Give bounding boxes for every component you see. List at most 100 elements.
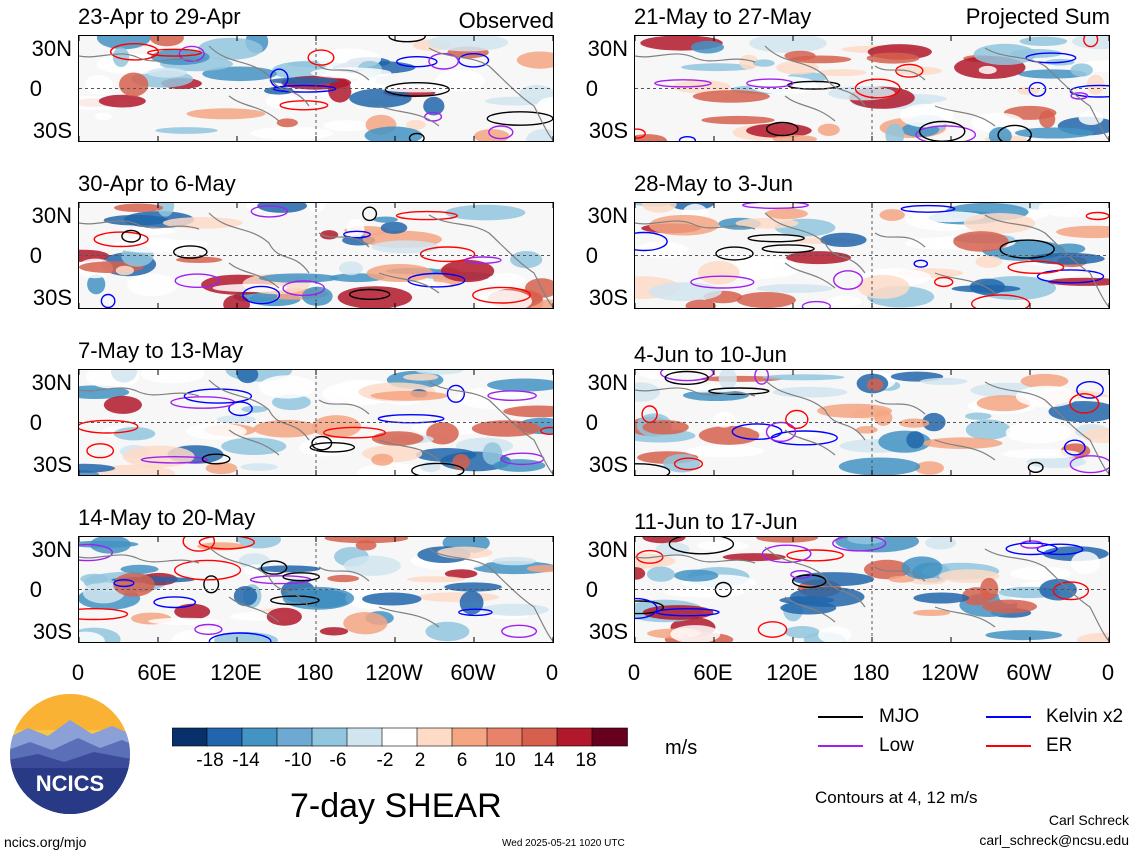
wave-contour — [1085, 211, 1109, 221]
colorbar-units: m/s — [665, 737, 698, 759]
wave-contour — [786, 549, 844, 562]
wave-contour — [201, 453, 231, 465]
shear-anomaly — [649, 214, 719, 236]
shear-anomaly — [380, 221, 408, 234]
wave-contour — [322, 426, 386, 439]
shear-anomaly — [482, 442, 503, 465]
wave-contour — [635, 463, 671, 475]
shear-anomaly — [120, 564, 159, 574]
shear-anomaly — [79, 631, 105, 642]
lon-label-180: 180 — [296, 660, 334, 685]
shear-anomaly — [857, 274, 910, 299]
panel-title-5: 21-May to 27-May — [634, 4, 812, 29]
shear-anomaly — [356, 463, 430, 475]
shear-anomaly — [1056, 225, 1109, 239]
shear-anomaly — [148, 617, 220, 625]
shear-anomaly — [735, 218, 799, 229]
shear-anomaly — [162, 217, 243, 229]
shear-anomaly — [85, 75, 113, 95]
lon-label-120e: 120E — [210, 660, 262, 685]
coastline — [228, 262, 280, 289]
shear-anomaly — [113, 427, 156, 441]
wave-contour — [1027, 461, 1044, 474]
coastline — [784, 262, 836, 289]
wave-contour — [673, 457, 704, 471]
shear-anomaly — [982, 599, 1037, 614]
shear-anomaly — [362, 592, 422, 606]
wave-contour — [690, 275, 755, 289]
shear-anomaly — [349, 88, 412, 108]
lat-label-30s: 30S — [32, 452, 72, 477]
shear-anomaly — [87, 274, 106, 295]
shear-anomaly — [670, 625, 721, 642]
lat-label-30n: 30N — [31, 537, 72, 562]
shear-anomaly — [112, 47, 130, 67]
lat-label-30n: 30N — [587, 36, 628, 61]
shear-anomaly — [310, 67, 392, 79]
shear-anomaly — [324, 537, 409, 544]
wave-contour — [765, 121, 799, 137]
lon-label-180: 180 — [852, 660, 890, 685]
shear-anomaly — [536, 97, 553, 115]
wave-contour — [153, 596, 197, 609]
shear-anomaly — [216, 415, 256, 424]
wave-contour — [311, 435, 333, 451]
wave-contour — [790, 570, 812, 580]
coastline — [378, 105, 440, 127]
wave-contour — [1083, 36, 1099, 48]
map-panel-1 — [78, 35, 554, 142]
wave-contour — [146, 48, 202, 57]
wave-contour — [747, 234, 805, 243]
wave-contour — [250, 205, 289, 218]
shear-anomaly — [685, 445, 765, 458]
wave-contour — [348, 288, 391, 301]
colorbar-tick: 14 — [533, 750, 555, 771]
shear-anomaly — [951, 284, 1021, 293]
wave-contour — [282, 572, 320, 582]
shear-anomaly — [480, 603, 549, 616]
wave-contour — [79, 543, 113, 562]
shear-anomaly — [364, 126, 423, 141]
coastline — [79, 220, 200, 230]
shear-anomaly — [1071, 551, 1100, 575]
shear-anomaly — [817, 123, 840, 136]
wave-contour — [635, 600, 665, 615]
map-panel-5 — [634, 35, 1110, 142]
shear-anomaly — [1072, 36, 1109, 50]
wave-contour — [140, 456, 209, 464]
wave-contour — [635, 597, 658, 620]
shear-anomaly — [1070, 63, 1093, 77]
site-url: ncics.org/mjo — [4, 834, 87, 850]
shear-anomaly — [988, 127, 1012, 141]
shear-anomaly — [338, 261, 363, 276]
shear-anomaly — [698, 261, 740, 285]
wave-contour — [362, 206, 378, 222]
coastline — [764, 212, 866, 274]
wave-contour — [832, 537, 887, 552]
wave-contour — [895, 63, 924, 78]
wave-contour — [635, 231, 668, 252]
wave-contour — [997, 124, 1032, 141]
shear-anomaly — [772, 134, 817, 141]
main-title: 7-day SHEAR — [290, 787, 502, 825]
colorbar-swatch — [486, 727, 523, 747]
shear-anomaly — [683, 389, 749, 401]
lat-label-eq: 0 — [585, 243, 598, 268]
shear-anomaly — [221, 437, 287, 455]
wave-contour — [540, 426, 553, 435]
lat-label-eq: 0 — [29, 410, 42, 435]
shear-anomaly — [701, 115, 775, 125]
colorbar-tick: -6 — [329, 750, 347, 771]
shear-anomaly — [792, 572, 874, 587]
wave-contour — [715, 246, 754, 261]
wave-contour — [282, 280, 326, 297]
colorbar-tick: -14 — [232, 750, 260, 771]
shear-anomaly — [258, 375, 316, 399]
coastline — [984, 381, 1109, 475]
shear-anomaly — [915, 461, 944, 475]
shear-anomaly — [985, 630, 1063, 641]
shear-anomaly — [1015, 127, 1094, 139]
shear-anomaly — [637, 370, 680, 380]
colorbar-swatch — [172, 727, 208, 747]
shear-anomaly — [953, 231, 1009, 252]
